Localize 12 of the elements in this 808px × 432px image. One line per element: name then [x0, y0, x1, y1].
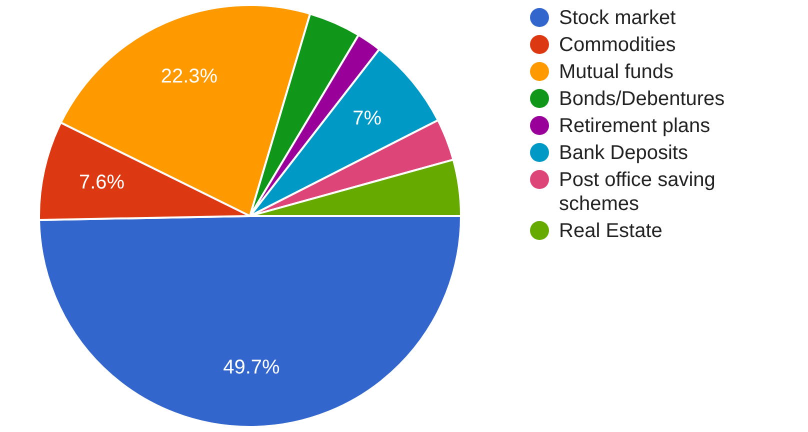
legend-label: Bank Deposits [559, 141, 688, 165]
data-label: 22.3% [160, 65, 218, 88]
legend-label: Stock market [559, 6, 676, 30]
legend-label: Mutual funds [559, 60, 674, 84]
legend-label: Commodities [559, 33, 676, 57]
data-label: 49.7% [223, 356, 280, 378]
legend-label: Retirement plans [559, 114, 710, 138]
data-label: 7.6% [78, 171, 125, 194]
legend-label: Bonds/Debentures [559, 87, 725, 111]
legend-label: Real Estate [559, 219, 662, 243]
data-label: 7% [352, 108, 382, 130]
legend-label: Post office saving schemes [559, 168, 716, 216]
